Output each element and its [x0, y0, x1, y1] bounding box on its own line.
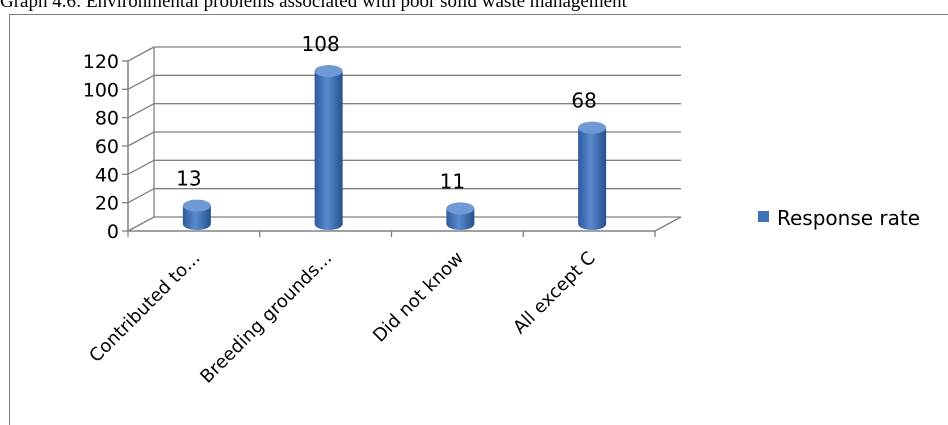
bar-top: [314, 65, 343, 77]
bar-body: [314, 71, 343, 231]
y-tick-label: 80: [95, 108, 119, 130]
data-labels: 13 108 11 68: [176, 32, 597, 193]
bar: [182, 199, 211, 231]
y-tick-label: 60: [95, 136, 119, 158]
bar: [578, 121, 607, 231]
y-tick-label: 20: [95, 193, 119, 215]
bar: [446, 202, 475, 231]
bar-body: [446, 208, 475, 231]
x-tick-label: Did not know: [369, 248, 468, 347]
bar-body: [182, 205, 211, 231]
bar-top: [578, 121, 607, 134]
figure-caption: Graph 4.6: Environmental problems associ…: [0, 0, 627, 12]
y-tick-label: 100: [83, 79, 119, 101]
x-tick-label: Breeding grounds...: [196, 248, 336, 388]
legend-swatch-response-rate: [758, 211, 769, 222]
bar-body: [578, 127, 607, 231]
x-tick-label: Contributed to...: [85, 248, 204, 367]
gridline-depth: [127, 103, 155, 119]
gridline-depth: [127, 74, 155, 90]
data-label: 68: [571, 89, 596, 113]
bar: [314, 65, 343, 231]
y-tick-label: 0: [107, 221, 119, 243]
gridline-depth: [127, 188, 155, 204]
y-tick-label: 120: [83, 51, 119, 73]
x-tick-label: All except C: [509, 248, 599, 338]
axes: [122, 47, 682, 237]
bar-top: [446, 202, 475, 215]
legend-label-response-rate: Response rate: [777, 206, 920, 230]
bar-top: [182, 199, 211, 212]
bars: [182, 65, 607, 231]
data-label: 108: [302, 32, 340, 56]
gridline-depth: [127, 159, 155, 175]
chart-frame: [9, 14, 948, 425]
legend: Response rate: [758, 206, 920, 230]
data-label: 13: [176, 167, 201, 191]
gridline-depth: [127, 131, 155, 147]
y-tick-label: 40: [95, 164, 119, 186]
data-label: 11: [440, 169, 465, 193]
floor-right-edge: [654, 216, 682, 232]
gridline-depth: [127, 46, 155, 62]
gridline-depth: [127, 216, 155, 232]
